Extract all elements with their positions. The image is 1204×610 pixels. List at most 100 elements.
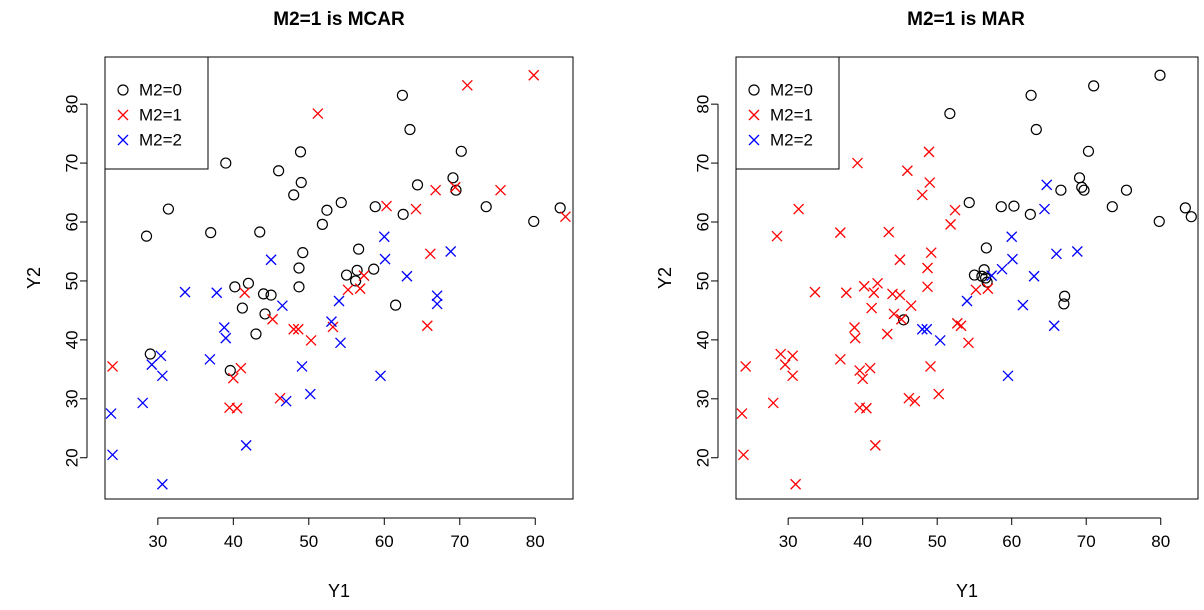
- data-point: [1076, 181, 1088, 193]
- data-point: [933, 388, 945, 400]
- data-point: [292, 323, 304, 335]
- data-point: [978, 264, 990, 276]
- data-point: [179, 286, 191, 298]
- data-point: [1002, 370, 1014, 382]
- data-point: [1082, 145, 1095, 157]
- data-point: [864, 362, 876, 374]
- data-point: [450, 184, 462, 196]
- data-point: [358, 270, 370, 282]
- x-tick-label: 60: [1002, 532, 1021, 551]
- data-point: [944, 107, 956, 120]
- data-point: [921, 323, 933, 335]
- data-point: [909, 395, 921, 407]
- data-point: [1059, 290, 1071, 302]
- data-point: [321, 204, 333, 216]
- data-point: [740, 360, 752, 372]
- data-point: [449, 181, 461, 193]
- data-point: [296, 360, 308, 372]
- data-point: [335, 196, 347, 209]
- data-point: [335, 337, 346, 349]
- data-point: [240, 439, 252, 451]
- data-point: [868, 287, 880, 299]
- chart-title: M2=1 is MCAR: [273, 9, 405, 30]
- data-point: [368, 263, 380, 275]
- data-point: [858, 280, 870, 292]
- data-point: [381, 200, 393, 212]
- data-point: [809, 286, 821, 298]
- data-point: [860, 402, 872, 414]
- legend-label: M2=1: [770, 106, 813, 125]
- y-tick-label: 70: [63, 154, 82, 173]
- data-point: [903, 392, 915, 404]
- y-tick-label: 80: [694, 95, 713, 114]
- data-point: [854, 365, 866, 376]
- legend-marker: [117, 84, 129, 96]
- data-point: [140, 230, 153, 242]
- data-point: [1039, 203, 1050, 215]
- series-M2-0: [898, 69, 1197, 326]
- data-point: [156, 478, 168, 490]
- data-point: [229, 281, 241, 293]
- data-point: [316, 218, 328, 230]
- data-point: [888, 308, 900, 320]
- data-point: [257, 288, 270, 300]
- data-point: [351, 264, 363, 276]
- legend: M2=0 M2=1 M2=2: [735, 56, 840, 170]
- y-tick-label: 40: [63, 330, 82, 349]
- data-point: [378, 231, 390, 243]
- data-point: [447, 172, 459, 184]
- data-point: [265, 254, 277, 266]
- panel-mar: M2=1 is MAR 30 40 50 60 70 80 Y1 20 30 40 50 60 70 80 Y…: [655, 9, 1199, 601]
- data-point: [350, 275, 362, 287]
- legend-label: M2=0: [139, 81, 182, 100]
- data-point: [375, 370, 386, 382]
- data-point: [1078, 184, 1090, 196]
- y-tick-label: 50: [694, 271, 713, 290]
- data-point: [293, 281, 305, 293]
- data-point: [986, 270, 998, 282]
- data-point: [401, 270, 413, 282]
- data-point: [1048, 320, 1060, 332]
- data-point: [259, 308, 271, 320]
- series-M2-2: [916, 179, 1083, 382]
- data-point: [840, 287, 852, 299]
- data-point: [916, 189, 928, 201]
- data-point: [980, 242, 992, 254]
- data-point: [162, 203, 175, 215]
- data-point: [312, 108, 324, 120]
- data-point: [274, 392, 286, 404]
- data-point: [211, 287, 223, 299]
- data-point: [235, 362, 247, 374]
- data-point: [775, 348, 787, 360]
- data-point: [554, 202, 566, 214]
- data-point: [273, 165, 285, 177]
- legend-label: M2=2: [770, 131, 813, 150]
- y-tick-label: 50: [63, 271, 82, 290]
- data-point: [793, 203, 805, 215]
- legend-marker: [748, 109, 760, 121]
- data-point: [431, 298, 443, 310]
- y-tick-label: 80: [63, 95, 82, 114]
- x-tick-label: 70: [450, 532, 469, 551]
- x-axis-label: Y1: [956, 581, 978, 601]
- data-point: [922, 281, 933, 293]
- plot-frame: [104, 56, 574, 500]
- data-point: [852, 157, 863, 169]
- data-point: [1008, 200, 1020, 212]
- legend-label: M2=2: [139, 131, 182, 150]
- x-tick-label: 30: [779, 532, 798, 551]
- legend-box: [104, 56, 209, 170]
- data-point: [220, 157, 232, 169]
- data-point: [288, 189, 300, 201]
- data-point: [137, 397, 149, 409]
- data-point: [220, 332, 232, 344]
- x-tick-label: 50: [928, 532, 947, 551]
- data-point: [156, 370, 168, 382]
- legend-box: [735, 56, 840, 170]
- data-point: [1030, 123, 1042, 136]
- data-point: [790, 478, 802, 490]
- data-point: [923, 146, 935, 158]
- data-point: [925, 247, 937, 259]
- data-point: [1041, 179, 1053, 191]
- x-tick-label: 40: [224, 532, 243, 551]
